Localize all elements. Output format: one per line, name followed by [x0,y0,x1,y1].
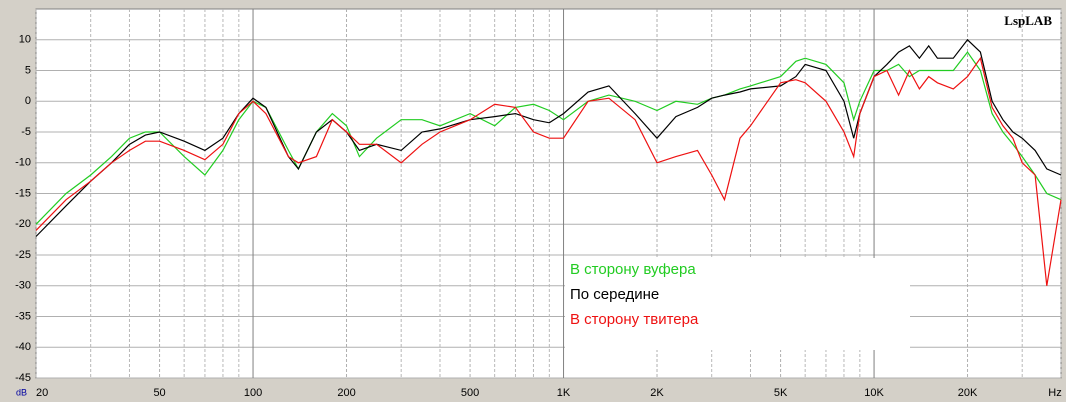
x-tick-label: 5K [774,387,788,399]
y-tick-label: -15 [15,187,31,199]
x-axis-label: Hz [1048,387,1061,399]
y-tick-label: -30 [15,280,31,292]
chart-title: LspLAB [1004,13,1052,28]
y-tick-label: -35 [15,310,31,322]
y-axis-label: dB [16,387,27,397]
y-tick-label: -40 [15,341,31,353]
y-tick-label: -5 [21,126,31,138]
legend-box [565,258,910,350]
x-tick-label: 50 [153,387,165,399]
x-tick-label: 500 [461,387,479,399]
series-line [35,56,1062,286]
x-tick-label: 100 [244,387,262,399]
y-tick-label: -45 [15,372,31,384]
x-tick-label: 1K [557,387,571,399]
legend-label: В сторону вуфера [570,261,696,278]
y-tick-label: -20 [15,218,31,230]
y-tick-label: -25 [15,249,31,261]
series-line [35,51,1062,225]
y-tick-label: 0 [25,95,31,107]
legend-label: По середине [570,286,659,303]
x-tick-label: 20 [36,387,48,399]
legend-label: В сторону твитера [570,311,699,328]
x-tick-label: 200 [337,387,355,399]
y-tick-label: 5 [25,64,31,76]
y-tick-label: -10 [15,157,31,169]
x-tick-label: 20K [958,387,978,399]
x-tick-label: 10K [864,387,884,399]
x-tick-label: 2K [650,387,664,399]
series-line [35,38,1062,237]
y-tick-label: 10 [19,34,31,46]
